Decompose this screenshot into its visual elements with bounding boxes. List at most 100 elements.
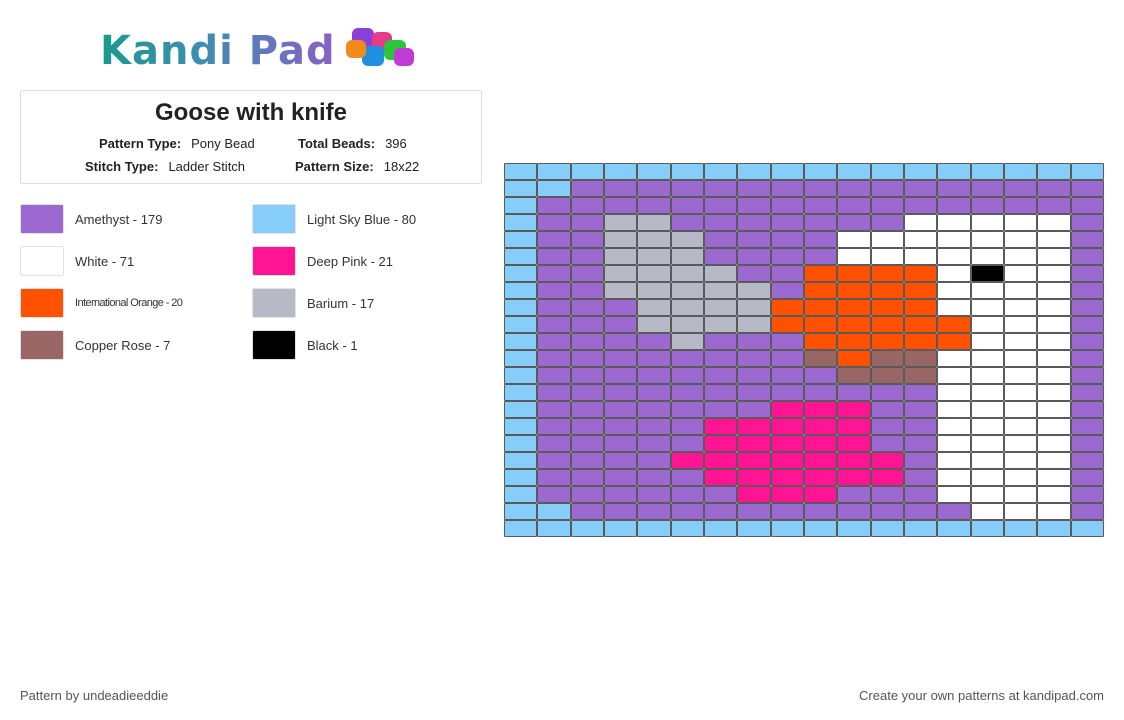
logo-wordmark: Kandi Pad: [100, 28, 336, 74]
bead: [670, 384, 704, 401]
bead: [570, 367, 604, 384]
legend-item: Barium - 17: [252, 287, 374, 319]
bead: [803, 520, 838, 537]
bead: [937, 503, 971, 520]
bead: [570, 435, 604, 452]
bead: [737, 503, 771, 520]
bead: [903, 248, 938, 265]
bead: [603, 248, 638, 265]
bead: [970, 316, 1004, 333]
bead: [570, 248, 604, 265]
bead: [637, 163, 671, 180]
bead: [737, 350, 771, 367]
bead: [670, 520, 704, 537]
bead: [703, 520, 738, 537]
bead: [637, 401, 671, 418]
stitch-type-value: Ladder Stitch: [168, 159, 246, 174]
bead: [837, 333, 871, 350]
bead: [703, 469, 738, 486]
bead: [737, 486, 771, 503]
bead: [803, 435, 838, 452]
bead: [870, 248, 904, 265]
bead: [504, 180, 538, 197]
bead: [737, 248, 771, 265]
pattern-size: Pattern Size: 18x22: [295, 159, 419, 174]
bead: [537, 384, 571, 401]
legend-item: Black - 1: [252, 329, 358, 361]
bead: [770, 265, 804, 282]
kandi-pad-logo[interactable]: Kandi Pad: [100, 26, 422, 76]
legend-label: Black - 1: [307, 337, 358, 353]
bead: [570, 299, 604, 316]
bead: [570, 350, 604, 367]
pattern-type-value: Pony Bead: [191, 136, 255, 151]
bead: [603, 520, 638, 537]
bead: [1037, 350, 1071, 367]
bead: [570, 316, 604, 333]
bead: [1003, 214, 1038, 231]
bead: [903, 452, 938, 469]
bead: [737, 299, 771, 316]
bead: [837, 469, 871, 486]
bead: [770, 469, 804, 486]
bead: [637, 469, 671, 486]
bead: [1070, 452, 1104, 469]
bead: [870, 350, 904, 367]
bead: [1037, 384, 1071, 401]
bead: [603, 333, 638, 350]
bead: [803, 384, 838, 401]
bead: [1037, 418, 1071, 435]
bead: [537, 163, 571, 180]
bead: [1037, 248, 1071, 265]
bead: [803, 401, 838, 418]
bead: [803, 503, 838, 520]
bead: [537, 214, 571, 231]
bead: [504, 163, 538, 180]
bead: [903, 520, 938, 537]
bead: [670, 265, 704, 282]
bead: [537, 520, 571, 537]
bead: [770, 367, 804, 384]
bead: [637, 299, 671, 316]
bead: [670, 197, 704, 214]
bead: [670, 503, 704, 520]
bead: [1070, 299, 1104, 316]
bead: [570, 401, 604, 418]
bead: [737, 163, 771, 180]
bead: [504, 333, 538, 350]
bead: [837, 299, 871, 316]
bead: [970, 333, 1004, 350]
bead: [637, 265, 671, 282]
bead: [703, 435, 738, 452]
legend-label: White - 71: [75, 253, 135, 269]
bead: [937, 367, 971, 384]
kandipad-link[interactable]: Create your own patterns at kandipad.com: [859, 688, 1104, 703]
bead: [770, 520, 804, 537]
bead: [770, 384, 804, 401]
bead: [670, 435, 704, 452]
bead: [603, 401, 638, 418]
bead: [637, 452, 671, 469]
bead: [903, 435, 938, 452]
bead: [504, 418, 538, 435]
bead: [937, 316, 971, 333]
legend-label: Amethyst - 179: [75, 211, 163, 227]
bead: [504, 231, 538, 248]
bead: [937, 520, 971, 537]
bead: [737, 384, 771, 401]
bead: [1003, 333, 1038, 350]
bead-pile-icon: [344, 26, 422, 76]
bead: [903, 265, 938, 282]
color-swatch: [252, 246, 296, 276]
bead: [937, 486, 971, 503]
bead: [970, 282, 1004, 299]
bead: [803, 231, 838, 248]
bead: [737, 367, 771, 384]
bead: [603, 214, 638, 231]
legend-item: White - 71: [20, 245, 134, 277]
bead: [970, 265, 1004, 282]
pattern-size-label: Pattern Size:: [295, 159, 374, 174]
bead: [803, 469, 838, 486]
bead: [870, 282, 904, 299]
bead: [1003, 367, 1038, 384]
